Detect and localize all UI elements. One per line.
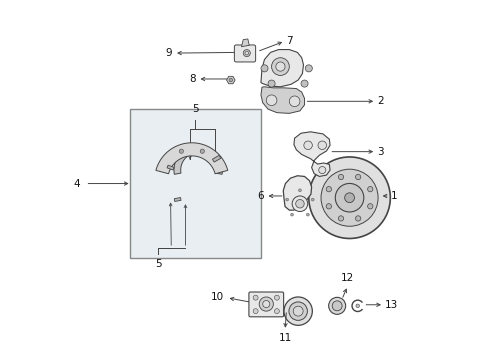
Circle shape xyxy=(368,186,373,192)
Circle shape xyxy=(271,58,289,76)
Circle shape xyxy=(266,95,277,105)
Circle shape xyxy=(355,216,361,221)
Circle shape xyxy=(338,174,343,180)
Circle shape xyxy=(284,297,312,325)
Circle shape xyxy=(344,193,354,203)
Circle shape xyxy=(301,80,308,87)
Circle shape xyxy=(335,184,364,212)
Circle shape xyxy=(259,297,273,311)
Circle shape xyxy=(289,302,307,320)
Circle shape xyxy=(321,169,378,226)
Text: 6: 6 xyxy=(258,191,264,201)
Polygon shape xyxy=(294,132,330,176)
Circle shape xyxy=(306,213,309,216)
Circle shape xyxy=(268,80,275,87)
Circle shape xyxy=(245,51,248,55)
Text: 7: 7 xyxy=(287,36,293,46)
Text: 13: 13 xyxy=(385,300,398,310)
Circle shape xyxy=(286,198,289,201)
Circle shape xyxy=(311,198,314,201)
Polygon shape xyxy=(156,143,228,174)
FancyBboxPatch shape xyxy=(234,45,256,62)
Circle shape xyxy=(289,96,300,107)
Circle shape xyxy=(298,189,301,192)
Circle shape xyxy=(291,213,294,216)
Bar xyxy=(130,109,261,258)
Text: 2: 2 xyxy=(378,96,384,106)
FancyBboxPatch shape xyxy=(249,292,284,317)
Text: 12: 12 xyxy=(341,274,354,283)
Text: 9: 9 xyxy=(166,48,172,58)
Circle shape xyxy=(292,196,308,212)
Polygon shape xyxy=(283,176,312,210)
Circle shape xyxy=(329,297,345,314)
Circle shape xyxy=(295,199,304,208)
Text: 11: 11 xyxy=(278,333,292,343)
Circle shape xyxy=(261,65,268,72)
Polygon shape xyxy=(261,50,303,87)
Polygon shape xyxy=(174,198,181,202)
Circle shape xyxy=(229,78,233,82)
Circle shape xyxy=(368,204,373,209)
Circle shape xyxy=(293,306,303,316)
Text: 5: 5 xyxy=(192,104,198,114)
Circle shape xyxy=(332,301,342,311)
Circle shape xyxy=(274,295,279,300)
Text: 8: 8 xyxy=(190,74,196,84)
Text: 10: 10 xyxy=(211,292,224,302)
Polygon shape xyxy=(242,39,249,47)
Circle shape xyxy=(200,149,204,153)
Circle shape xyxy=(326,186,332,192)
Circle shape xyxy=(263,301,270,307)
Polygon shape xyxy=(167,165,174,170)
Text: 3: 3 xyxy=(378,147,384,157)
Circle shape xyxy=(274,309,279,314)
Circle shape xyxy=(304,141,312,149)
Polygon shape xyxy=(261,87,305,113)
Circle shape xyxy=(318,141,326,149)
Text: 5: 5 xyxy=(155,259,162,269)
Circle shape xyxy=(253,295,258,300)
Wedge shape xyxy=(358,303,364,308)
Circle shape xyxy=(309,157,391,238)
Polygon shape xyxy=(226,76,235,84)
Circle shape xyxy=(253,309,258,314)
Circle shape xyxy=(305,65,312,72)
Polygon shape xyxy=(174,146,222,174)
Circle shape xyxy=(326,204,332,209)
Circle shape xyxy=(338,216,343,221)
Polygon shape xyxy=(213,156,221,162)
Circle shape xyxy=(318,167,326,174)
Circle shape xyxy=(243,50,250,57)
Text: 1: 1 xyxy=(391,191,398,201)
Circle shape xyxy=(179,149,183,153)
Circle shape xyxy=(356,304,360,307)
Circle shape xyxy=(355,174,361,180)
Text: 4: 4 xyxy=(74,179,80,189)
Circle shape xyxy=(276,62,285,71)
